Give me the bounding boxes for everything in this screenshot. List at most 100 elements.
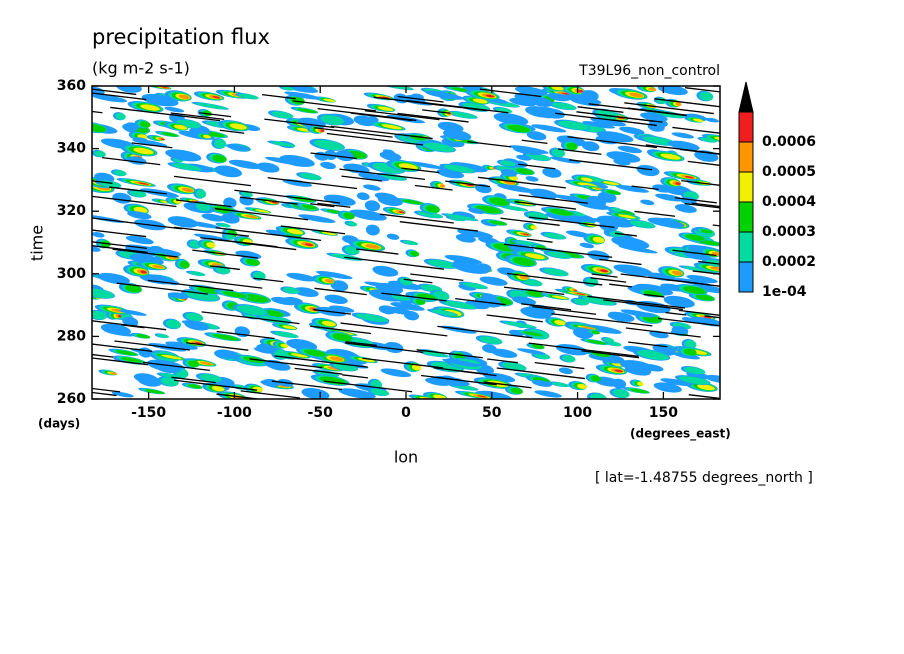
contour-blob xyxy=(610,207,622,212)
contour-line xyxy=(323,380,413,393)
contour-line xyxy=(567,136,657,149)
contour-blob xyxy=(145,389,165,394)
contour-line xyxy=(274,355,368,368)
contour-line xyxy=(173,226,249,237)
contour-line xyxy=(691,202,720,208)
contour-blob xyxy=(581,90,599,102)
contour-blob xyxy=(512,257,535,266)
colorbar-box xyxy=(738,201,754,233)
contour-line xyxy=(672,126,720,134)
contour-blob xyxy=(115,86,142,93)
contour-blob xyxy=(530,225,538,230)
contour-blob xyxy=(201,213,226,222)
contour-blob xyxy=(94,150,106,158)
contour-blob xyxy=(643,290,663,297)
contour-blob xyxy=(212,154,227,163)
contour-blob xyxy=(603,337,615,343)
contour-blob xyxy=(125,284,142,293)
contour-blob xyxy=(451,261,490,274)
contour-line xyxy=(399,221,479,232)
y-tick-label: 260 xyxy=(57,391,86,407)
contour-blob xyxy=(684,366,705,375)
contour-blob xyxy=(329,356,344,362)
contour-blob xyxy=(442,129,472,141)
contour-line xyxy=(92,355,93,357)
contour-blob xyxy=(161,132,179,137)
contour-blob xyxy=(364,200,381,212)
contour-blob xyxy=(313,139,344,151)
contour-line xyxy=(437,325,533,339)
contour-blob xyxy=(510,387,523,394)
contour-blob xyxy=(700,137,718,143)
contour-blob xyxy=(271,111,293,119)
contour-blob xyxy=(450,111,477,119)
contour-blob xyxy=(118,315,122,318)
contour-line xyxy=(189,278,263,289)
contour-blob xyxy=(330,280,349,292)
contour-blob xyxy=(138,182,149,185)
contour-line xyxy=(672,249,717,257)
contour-blob xyxy=(366,116,379,123)
colorbar-label: 0.0002 xyxy=(762,254,816,270)
contour-line xyxy=(92,391,117,397)
contour-blob xyxy=(229,123,247,130)
contour-line xyxy=(92,387,121,393)
contour-blob xyxy=(599,220,619,232)
contour-blob xyxy=(122,316,139,327)
contour-line xyxy=(362,357,444,369)
contour-blob xyxy=(140,270,147,274)
contour-line xyxy=(684,87,720,93)
contour-blob xyxy=(524,253,546,260)
experiment-label: T39L96_non_control xyxy=(578,63,720,79)
contour-line xyxy=(704,315,720,319)
contour-line xyxy=(249,358,323,369)
contour-blob xyxy=(179,260,190,269)
contour-blob xyxy=(480,293,497,303)
contour-blob xyxy=(620,309,656,318)
contour-blob xyxy=(160,138,166,141)
contour-blob xyxy=(527,304,555,317)
contour-blob xyxy=(271,296,297,306)
contour-line xyxy=(445,180,490,188)
contour-blob xyxy=(562,355,576,363)
contour-line xyxy=(599,258,642,266)
contour-blob xyxy=(508,175,519,181)
contour-blob xyxy=(551,86,564,91)
contour-blob xyxy=(640,199,655,206)
contour-line xyxy=(207,237,278,248)
contour-blob xyxy=(103,329,134,337)
contour-line xyxy=(175,199,232,208)
contour-line xyxy=(234,189,341,204)
contour-line xyxy=(422,109,451,114)
contour-blob xyxy=(356,192,370,201)
contour-blob xyxy=(619,126,645,135)
contour-line xyxy=(280,225,346,235)
colorbar-label: 1e-04 xyxy=(762,284,807,300)
contour-blob xyxy=(338,388,376,399)
colorbar-label: 0.0004 xyxy=(762,194,816,210)
contour-blob xyxy=(500,168,518,177)
contour-line xyxy=(521,139,548,144)
contour-line xyxy=(147,279,234,292)
contour-line xyxy=(310,152,357,160)
contour-blob xyxy=(377,195,403,207)
contour-blob xyxy=(299,173,322,180)
contour-blob xyxy=(224,234,235,240)
contour-blob xyxy=(411,364,422,371)
contour-line xyxy=(310,203,335,208)
contour-blob xyxy=(364,281,401,290)
contour-blob xyxy=(683,266,717,274)
contour-blob xyxy=(92,311,107,320)
contour-blob xyxy=(211,385,225,392)
contour-blob xyxy=(637,350,669,361)
contour-blob xyxy=(380,368,412,378)
contour-blob xyxy=(684,340,697,349)
contour-blob xyxy=(430,361,463,372)
contour-blob xyxy=(92,232,105,238)
contour-blob xyxy=(458,358,480,364)
contour-blob xyxy=(443,300,477,310)
contour-line xyxy=(173,175,252,187)
x-tick-label: -150 xyxy=(131,405,166,421)
contour-blob xyxy=(206,242,216,248)
contour-line xyxy=(271,380,343,391)
